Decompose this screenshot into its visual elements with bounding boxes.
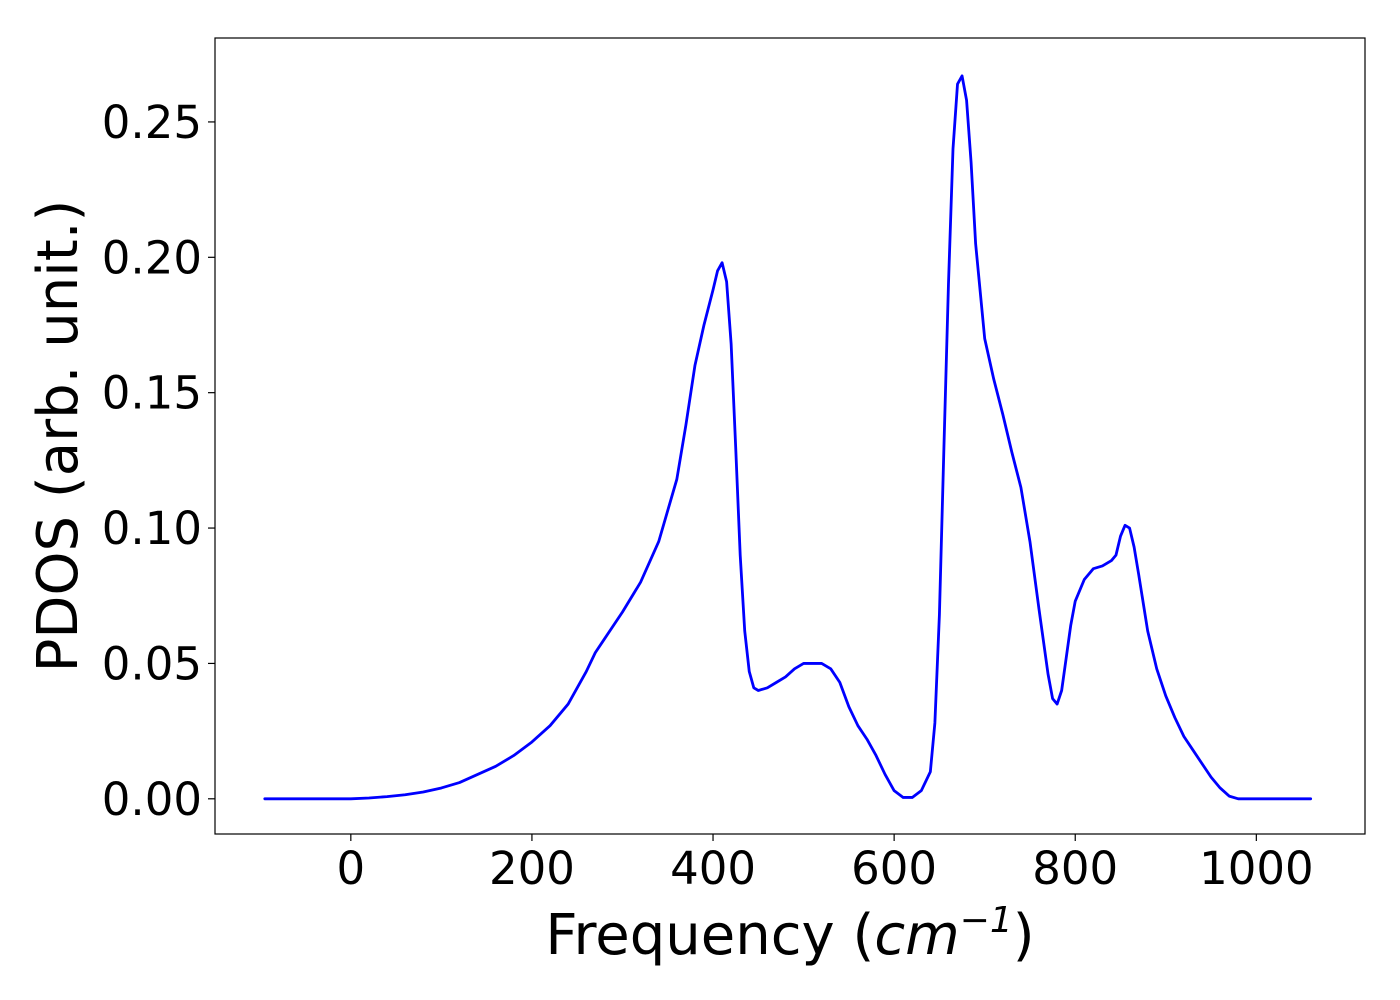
y-tick-label: 0.15: [102, 367, 202, 420]
x-axis-title: Frequency (cm−1): [545, 900, 1034, 968]
y-tick-label: 0.05: [102, 637, 202, 690]
x-tick-label: 0: [337, 842, 366, 895]
y-tick-label: 0.10: [102, 502, 202, 555]
y-tick-label: 0.20: [102, 231, 202, 284]
y-tick-label: 0.25: [102, 96, 202, 149]
x-tick-label: 800: [1032, 842, 1118, 895]
y-tick-label: 0.00: [102, 773, 202, 826]
plot-frame: [214, 37, 1366, 835]
x-tick-label: 200: [489, 842, 575, 895]
pdos-series-line: [263, 74, 1313, 801]
y-axis-title: PDOS (arb. unit.): [26, 200, 91, 673]
x-tick-label: 1000: [1199, 842, 1314, 895]
y-axis-ticks: 0.00 0.05 0.10 0.15 0.20 0.25: [102, 96, 215, 826]
x-tick-label: 600: [851, 842, 937, 895]
x-axis-ticks: 0 200 400 600 800 1000: [337, 834, 1314, 895]
x-tick-label: 400: [670, 842, 756, 895]
